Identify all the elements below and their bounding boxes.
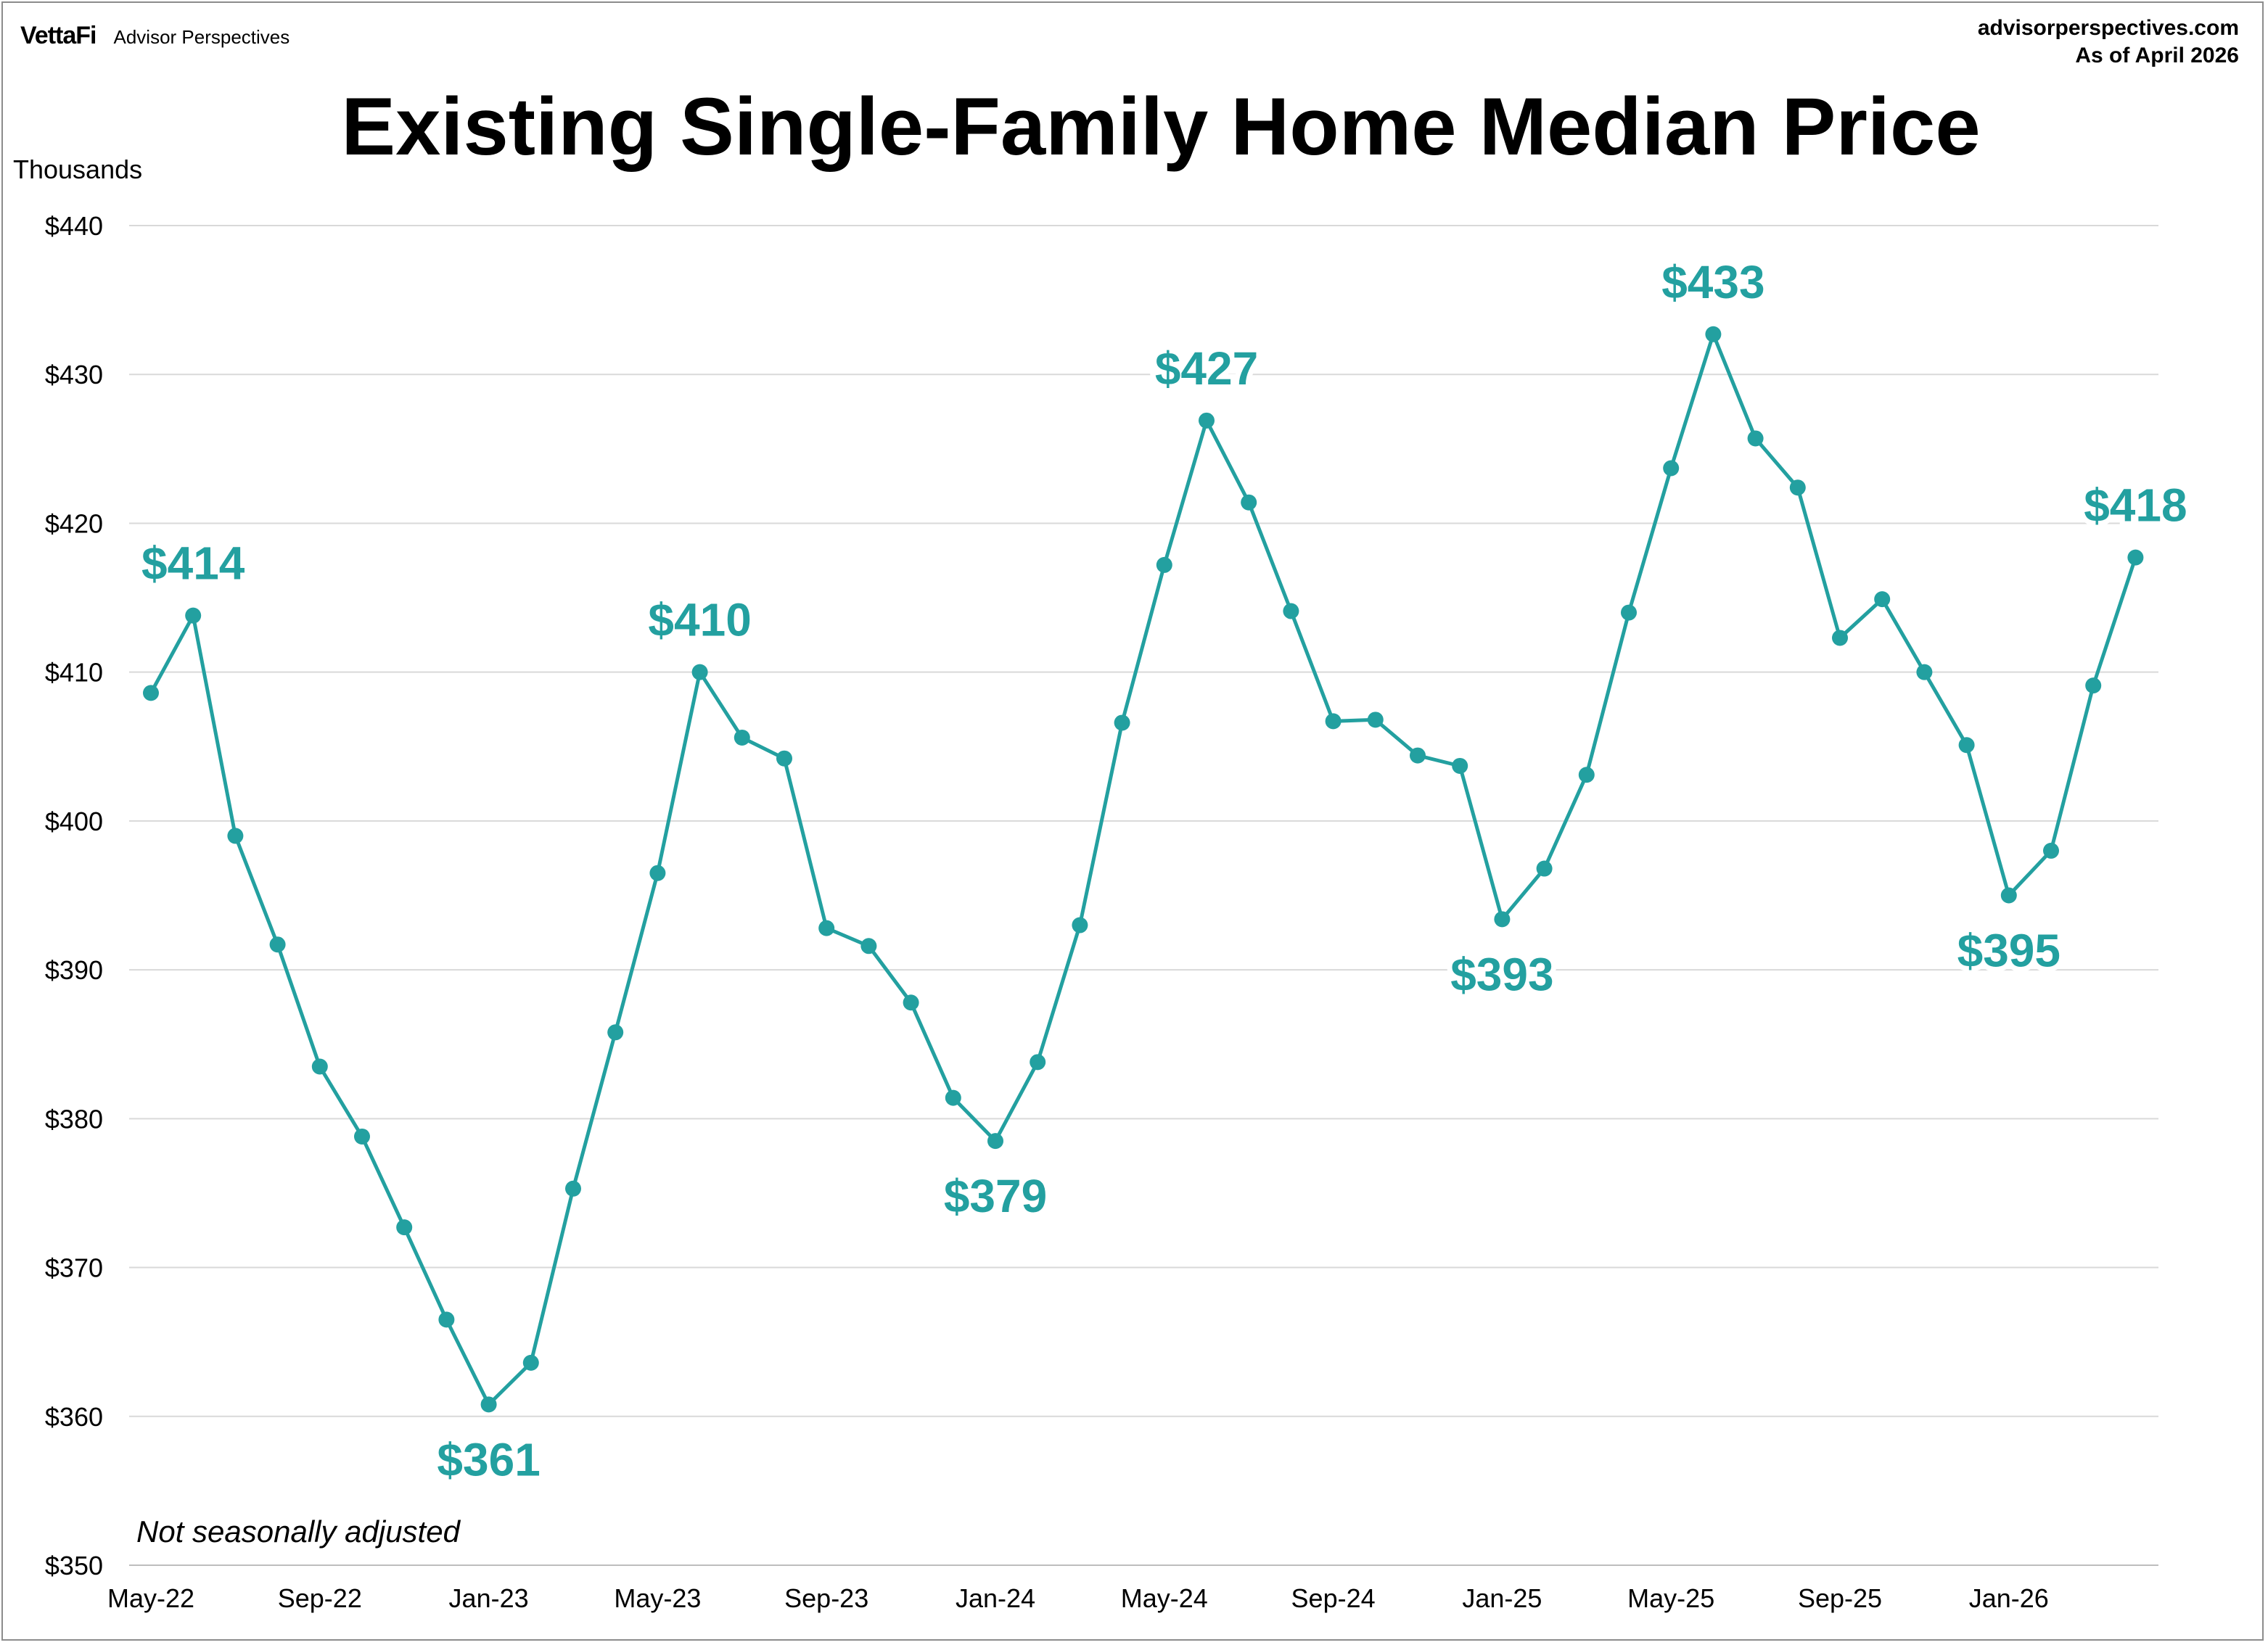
data-label: $414	[141, 537, 245, 590]
data-point	[1916, 664, 1933, 680]
y-tick-label: $430	[45, 360, 103, 389]
data-point	[1832, 630, 1848, 646]
data-label: $395	[1957, 925, 2060, 977]
y-tick-label: $420	[45, 508, 103, 538]
x-tick-label: May-24	[1121, 1583, 1208, 1613]
as-of-date: As of April 2026	[2075, 44, 2239, 67]
x-tick-labels: May-22 Sep-22 Jan-23 May-23 Sep-23 Jan-24 May-…	[107, 1583, 2049, 1613]
data-point	[396, 1219, 413, 1236]
data-point	[1030, 1054, 1046, 1071]
data-label: $361	[437, 1433, 540, 1485]
data-point	[987, 1133, 1003, 1150]
data-point	[1747, 430, 1764, 447]
data-point	[1325, 713, 1342, 730]
data-point	[691, 664, 708, 680]
data-point	[1663, 460, 1680, 477]
data-label: $393	[1450, 948, 1553, 1000]
data-point	[1874, 591, 1891, 608]
y-tick-label: $360	[45, 1402, 103, 1432]
data-point	[2085, 677, 2102, 694]
data-point	[522, 1354, 539, 1371]
data-point	[2127, 549, 2144, 566]
data-point	[269, 936, 286, 953]
data-point	[776, 750, 792, 767]
data-point	[734, 729, 750, 746]
data-point	[1705, 326, 1722, 342]
data-point	[1241, 494, 1257, 511]
data-point	[2043, 842, 2059, 859]
data-label: $379	[944, 1170, 1047, 1222]
data-point	[818, 920, 835, 936]
data-point	[1578, 767, 1595, 783]
x-tick-label: Sep-22	[278, 1583, 362, 1613]
source-block: advisorperspectives.com As of April 2026	[1978, 15, 2239, 70]
y-tick-label: $440	[45, 211, 103, 241]
price-series	[143, 326, 2144, 1413]
data-point	[1494, 911, 1511, 928]
x-tick-label: Sep-25	[1798, 1583, 1882, 1613]
data-point	[860, 938, 877, 955]
data-point	[565, 1180, 581, 1197]
data-point	[1621, 604, 1637, 621]
note-text: Not seasonally adjusted	[136, 1514, 461, 1549]
data-point	[607, 1024, 624, 1041]
data-point	[1367, 712, 1384, 728]
y-tick-label: $380	[45, 1104, 103, 1134]
brand: VettaFi Advisor Perspectives	[20, 22, 289, 50]
y-tick-label: $410	[45, 658, 103, 688]
data-point	[1410, 747, 1426, 764]
x-tick-label: Sep-23	[784, 1583, 868, 1613]
x-tick-label: Jan-24	[956, 1583, 1035, 1613]
data-label: $433	[1661, 256, 1764, 308]
x-tick-label: Jan-23	[449, 1583, 529, 1613]
data-point	[903, 994, 919, 1011]
data-point	[227, 828, 244, 844]
data-point	[1072, 917, 1088, 933]
y-tick-label: $400	[45, 807, 103, 836]
data-point	[143, 685, 159, 701]
x-tick-label: May-25	[1627, 1583, 1714, 1613]
x-tick-label: Jan-26	[1969, 1583, 2049, 1613]
data-point	[1789, 479, 1806, 496]
x-tick-label: May-23	[614, 1583, 701, 1613]
data-label: $418	[2084, 479, 2187, 532]
data-label: $427	[1155, 342, 1258, 395]
data-point	[438, 1311, 455, 1328]
y-axis-label: Thousands	[13, 154, 142, 184]
data-point	[311, 1058, 328, 1075]
source-site: advisorperspectives.com	[1977, 16, 2239, 40]
data-labels: $414 $361 $410 $379 $427 $393 $433 $395 $418	[136, 251, 2193, 1491]
x-tick-label: Sep-24	[1291, 1583, 1376, 1613]
data-point	[185, 607, 202, 624]
x-tick-label: Jan-25	[1462, 1583, 1542, 1613]
data-point	[1156, 556, 1172, 573]
gridlines	[129, 225, 2158, 1566]
data-point	[480, 1396, 497, 1413]
data-point	[1536, 860, 1553, 877]
data-point	[1283, 603, 1299, 619]
data-point	[2000, 887, 2017, 904]
y-tick-label: $370	[45, 1253, 103, 1283]
data-label: $410	[648, 594, 751, 646]
data-point	[1199, 412, 1215, 429]
data-point	[1958, 737, 1975, 754]
y-tick-label: $350	[45, 1551, 103, 1580]
series-line	[149, 332, 2137, 1406]
data-point	[1452, 757, 1468, 774]
brand-name: Advisor Perspectives	[113, 26, 290, 48]
data-point	[354, 1128, 370, 1145]
x-tick-label: May-22	[107, 1583, 194, 1613]
data-point	[649, 865, 666, 881]
y-tick-labels: $350 $360 $370 $380 $390 $400 $410 $420 $430 $440	[45, 211, 103, 1580]
data-point	[1114, 714, 1130, 731]
vettafi-logo: VettaFi	[20, 22, 96, 49]
data-point	[945, 1089, 961, 1106]
y-tick-label: $390	[45, 955, 103, 985]
chart-title: Existing Single-Family Home Median Price	[341, 81, 1981, 172]
